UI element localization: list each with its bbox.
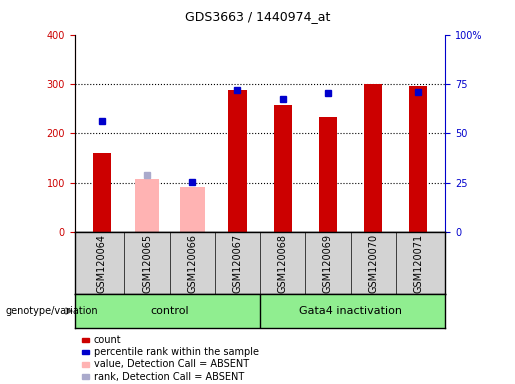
Text: GSM120065: GSM120065 bbox=[142, 233, 152, 293]
Text: GSM120068: GSM120068 bbox=[278, 233, 288, 293]
Bar bbox=[364, 84, 382, 232]
Text: percentile rank within the sample: percentile rank within the sample bbox=[94, 347, 259, 357]
Text: count: count bbox=[94, 335, 122, 345]
Text: Gata4 inactivation: Gata4 inactivation bbox=[299, 306, 402, 316]
Bar bbox=[319, 117, 337, 232]
Bar bbox=[229, 90, 247, 232]
Text: value, Detection Call = ABSENT: value, Detection Call = ABSENT bbox=[94, 359, 249, 369]
Text: GSM120069: GSM120069 bbox=[323, 233, 333, 293]
Text: GSM120067: GSM120067 bbox=[232, 233, 243, 293]
Bar bbox=[134, 179, 160, 232]
Text: GSM120071: GSM120071 bbox=[414, 233, 423, 293]
Text: GDS3663 / 1440974_at: GDS3663 / 1440974_at bbox=[185, 10, 330, 23]
Text: genotype/variation: genotype/variation bbox=[5, 306, 98, 316]
Text: GSM120066: GSM120066 bbox=[187, 233, 197, 293]
Bar bbox=[180, 187, 204, 232]
Bar bbox=[409, 86, 427, 232]
Text: GSM120064: GSM120064 bbox=[97, 233, 107, 293]
Text: control: control bbox=[150, 306, 189, 316]
Text: GSM120070: GSM120070 bbox=[368, 233, 378, 293]
Bar bbox=[93, 153, 111, 232]
Bar bbox=[273, 105, 291, 232]
Text: rank, Detection Call = ABSENT: rank, Detection Call = ABSENT bbox=[94, 372, 244, 382]
